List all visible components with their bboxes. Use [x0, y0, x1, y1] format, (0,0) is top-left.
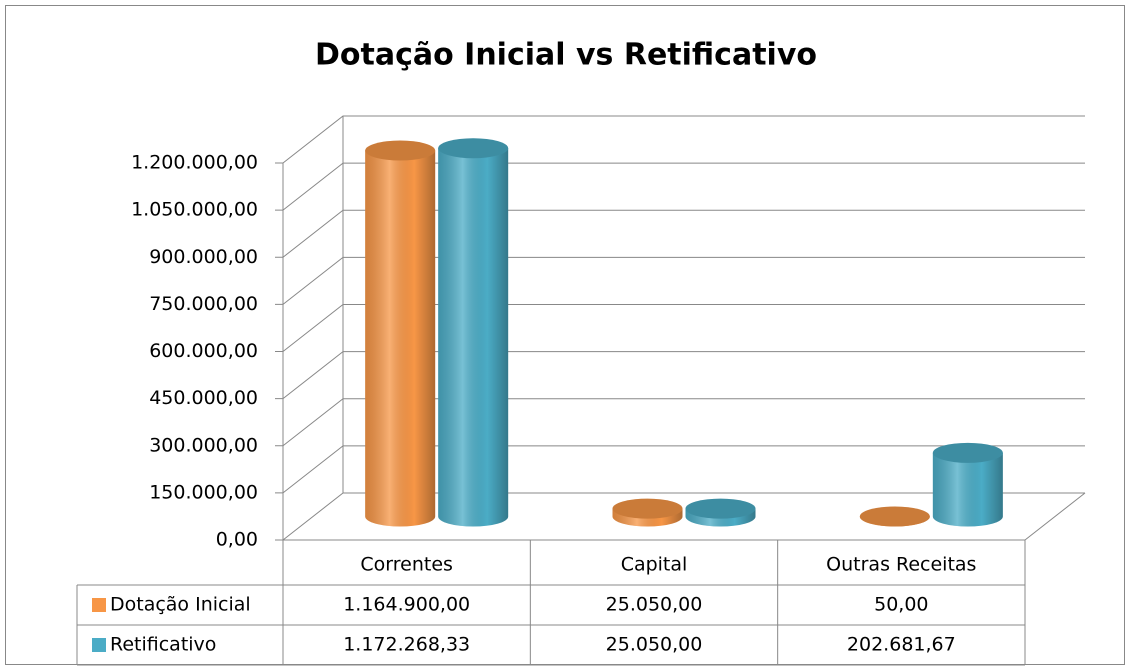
y-tick-label: 1.050.000,00 [131, 199, 258, 221]
cylinder-top-shade [685, 498, 756, 519]
cylinder-top [859, 506, 930, 527]
cylinder [365, 140, 436, 527]
cylinder [438, 138, 509, 527]
chart-border [5, 5, 1125, 665]
cylinder-shade [365, 150, 436, 527]
floor-right [1024, 492, 1086, 541]
y-tick-label: 750.000,00 [149, 293, 258, 315]
table-value: 1.172.268,33 [343, 634, 470, 656]
cylinder-top-shade [612, 498, 683, 519]
y-tick-label: 900.000,00 [149, 246, 258, 268]
y-tick-label: 1.200.000,00 [131, 152, 258, 174]
grid-line [282, 445, 1085, 494]
cylinder-top-shade [365, 140, 436, 161]
table-value: 25.050,00 [606, 594, 703, 616]
cylinder [932, 442, 1003, 527]
y-tick-label: 0,00 [216, 529, 258, 551]
grid-line [282, 162, 1085, 211]
cylinder [859, 506, 930, 527]
x-tick-label: Outras Receitas [826, 554, 976, 576]
y-tick-label: 150.000,00 [149, 481, 258, 503]
table-value: 25.050,00 [606, 634, 703, 656]
x-tick-label: Capital [621, 554, 688, 576]
y-tick-label: 450.000,00 [149, 387, 258, 409]
cylinder-top [438, 138, 509, 159]
grid-line [282, 256, 1085, 305]
cylinder-top-shade [859, 506, 930, 527]
cylinder [685, 498, 756, 527]
table-value: 202.681,67 [847, 634, 956, 656]
legend-label: Retificativo [110, 634, 216, 656]
cylinder-top-shade [932, 442, 1003, 463]
cylinder-top [365, 140, 436, 161]
cylinder-shade [438, 148, 509, 527]
chart-title: Dotação Inicial vs Retificativo [315, 38, 817, 73]
cylinder-shade [932, 452, 1003, 527]
grid-line [282, 351, 1085, 400]
legend-swatch [92, 598, 106, 612]
x-tick-label: Correntes [360, 554, 453, 576]
legend-label: Dotação Inicial [110, 594, 251, 616]
y-tick-label: 300.000,00 [149, 434, 258, 456]
table-value: 50,00 [874, 594, 928, 616]
legend-swatch [92, 638, 106, 652]
table-value: 1.164.900,00 [343, 594, 470, 616]
grid-line [282, 209, 1085, 258]
grid-line [282, 492, 1085, 541]
cylinder-top [932, 442, 1003, 463]
cylinder [612, 498, 683, 527]
cylinder-top [612, 498, 683, 519]
grid-line [282, 398, 1085, 447]
y-tick-label: 600.000,00 [149, 340, 258, 362]
cylinder-top [685, 498, 756, 519]
grid-line [282, 304, 1085, 352]
grid-line [282, 115, 1085, 164]
cylinder-top-shade [438, 138, 509, 159]
